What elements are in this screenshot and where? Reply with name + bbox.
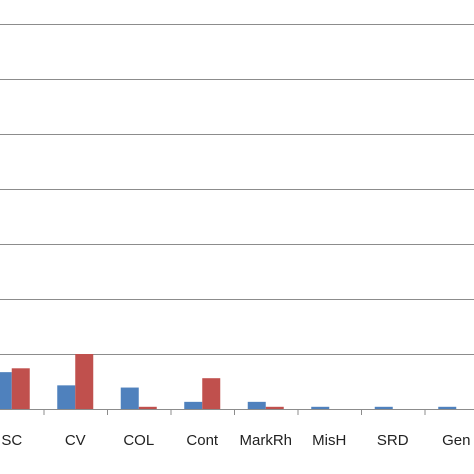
x-tick-label: SRD [377, 432, 409, 449]
x-axis-ticks [43, 409, 426, 415]
bar-2 [202, 378, 221, 409]
bar-1 [57, 385, 76, 409]
x-tick-labels: SC CV COL Cont MarkRh MisH SRD Gen [1, 432, 470, 449]
bar-2 [75, 354, 94, 409]
x-tick-label: CV [65, 432, 86, 449]
bar-1 [247, 401, 266, 409]
bar-1 [0, 372, 12, 409]
bar-1 [311, 406, 330, 409]
bar-2 [138, 406, 157, 409]
bar-1 [438, 406, 457, 409]
x-tick-label: COL [123, 432, 154, 449]
x-tick-label: SC [1, 432, 22, 449]
x-tick-label: Gen [442, 432, 470, 449]
gridlines [0, 24, 474, 355]
bar-2 [265, 406, 284, 409]
bar-1 [184, 401, 203, 409]
bar-2 [11, 368, 30, 409]
x-tick-label: Cont [186, 432, 219, 449]
bar-1 [374, 406, 393, 409]
bar-1 [120, 387, 139, 409]
x-tick-label: MisH [312, 432, 346, 449]
x-tick-label: MarkRh [239, 432, 292, 449]
bars [0, 354, 457, 409]
